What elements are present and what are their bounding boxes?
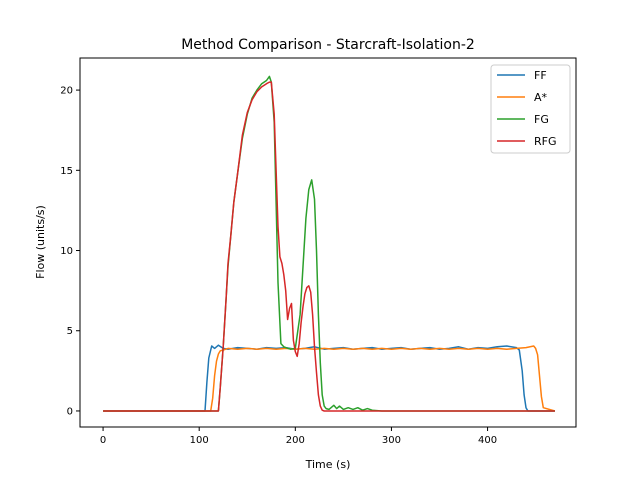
- x-tick-label: 400: [478, 435, 497, 446]
- series-layer: [103, 75, 556, 412]
- y-tick-label: 5: [67, 326, 73, 337]
- legend-box: [490, 64, 571, 154]
- series-line-rfg: [103, 81, 555, 412]
- chart-title: Method Comparison - Starcraft-Isolation-…: [181, 37, 475, 53]
- legend-label: RFG: [534, 135, 557, 148]
- x-tick-label: 200: [286, 435, 305, 446]
- y-axis-label: Flow (units/s): [34, 205, 47, 279]
- y-tick-label: 10: [60, 246, 73, 257]
- x-tick-label: 0: [100, 435, 106, 446]
- plot-frame: [79, 57, 577, 428]
- y-tick-label: 15: [60, 166, 73, 177]
- ticks-layer: 0 100 200 300 400 0 5 10 15 20: [60, 86, 497, 446]
- y-tick-label: 0: [67, 406, 73, 417]
- legend-label: FF: [534, 69, 547, 82]
- x-tick-label: 300: [382, 435, 401, 446]
- y-tick-label: 20: [60, 86, 73, 97]
- legend-label: A*: [534, 91, 548, 104]
- x-tick-label: 100: [190, 435, 209, 446]
- legend-label: FG: [534, 113, 549, 126]
- x-axis-label: Time (s): [305, 458, 351, 471]
- series-line-a: [103, 345, 556, 412]
- legend: FF A* FG RFG: [490, 64, 571, 154]
